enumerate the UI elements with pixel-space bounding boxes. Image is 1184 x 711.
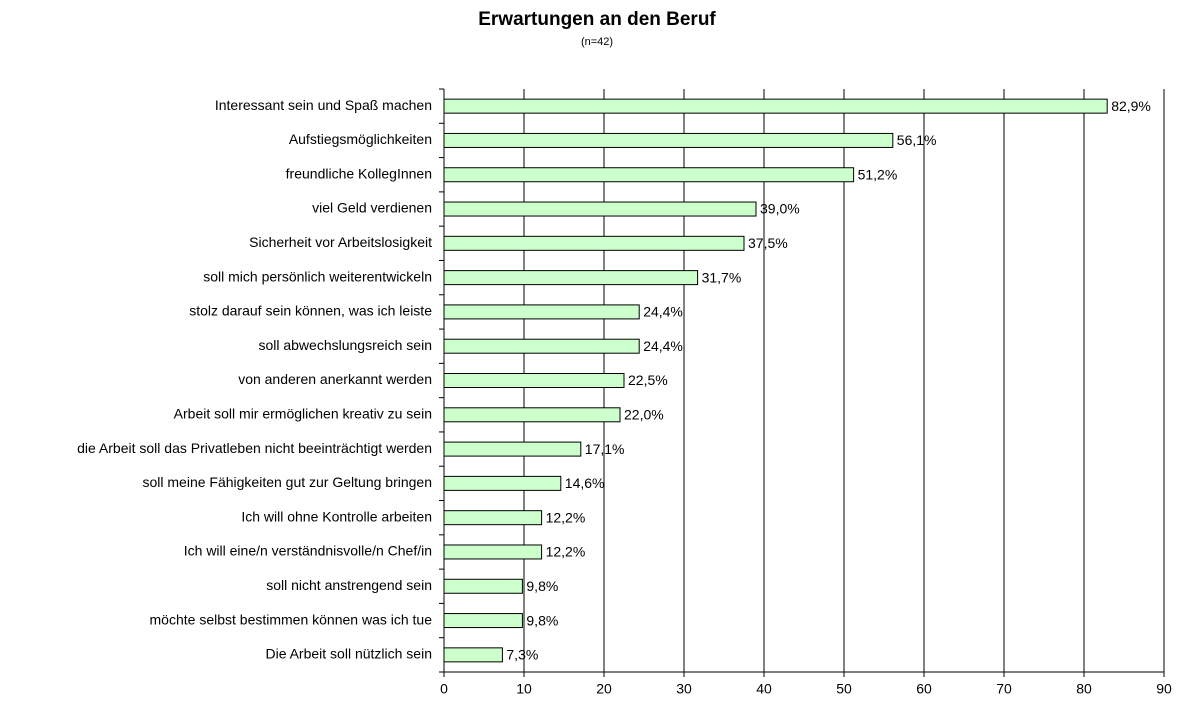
- x-tick-label: 90: [1156, 681, 1172, 697]
- bar: [443, 132, 894, 148]
- bar: [443, 578, 523, 594]
- x-tick-label: 60: [916, 681, 932, 697]
- bar: [443, 167, 855, 183]
- y-tick-label: möchte selbst bestimmen können was ich t…: [150, 611, 433, 627]
- value-label: 22,0%: [624, 406, 664, 422]
- x-tick-label: 10: [516, 681, 532, 697]
- bar: [443, 338, 640, 354]
- value-label: 14,6%: [565, 475, 605, 491]
- y-tick-label: stolz darauf sein können, was ich leiste: [189, 303, 432, 319]
- chart-title: Erwartungen an den Beruf: [478, 9, 716, 30]
- y-tick-label: viel Geld verdienen: [312, 200, 432, 216]
- x-tick-label: 20: [596, 681, 612, 697]
- value-label: 56,1%: [897, 132, 937, 148]
- value-label: 51,2%: [858, 166, 898, 182]
- x-tick-label: 30: [676, 681, 692, 697]
- y-tick-label: Aufstiegsmöglichkeiten: [289, 131, 432, 147]
- x-tick-label: 0: [440, 681, 448, 697]
- bar: [443, 98, 1108, 114]
- bar: [443, 613, 523, 629]
- value-label: 24,4%: [643, 338, 683, 354]
- bar: [443, 304, 640, 320]
- bar: [443, 647, 503, 663]
- value-label: 22,5%: [628, 372, 668, 388]
- y-tick-label: Arbeit soll mir ermöglichen kreativ zu s…: [174, 405, 432, 421]
- value-label: 9,8%: [526, 578, 558, 594]
- value-label: 17,1%: [585, 441, 625, 457]
- y-tick-label: soll nicht anstrengend sein: [266, 577, 432, 593]
- bar: [443, 441, 582, 457]
- chart-subtitle: (n=42): [581, 36, 613, 48]
- y-tick-label: von anderen anerkannt werden: [238, 371, 432, 387]
- y-tick-label: soll abwechslungsreich sein: [258, 337, 432, 353]
- y-tick-label: Die Arbeit soll nützlich sein: [265, 646, 432, 662]
- y-tick-label: Ich will eine/n verständnisvolle/n Chef/…: [184, 543, 432, 559]
- bar: [443, 373, 625, 388]
- bar: [443, 544, 543, 560]
- y-tick-label: Ich will ohne Kontrolle arbeiten: [241, 508, 432, 524]
- value-label: 31,7%: [702, 269, 742, 285]
- value-label: 7,3%: [506, 647, 538, 663]
- y-tick-label: freundliche KollegInnen: [286, 165, 432, 181]
- y-tick-label: die Arbeit soll das Privatleben nicht be…: [77, 440, 432, 456]
- y-tick-label: Sicherheit vor Arbeitslosigkeit: [249, 234, 432, 250]
- value-label: 82,9%: [1111, 98, 1151, 114]
- value-label: 12,2%: [546, 544, 586, 560]
- bar: [443, 407, 621, 423]
- x-tick-label: 40: [756, 681, 772, 697]
- bar: [443, 510, 543, 526]
- y-tick-label: Interessant sein und Spaß machen: [215, 97, 432, 113]
- x-tick-label: 50: [836, 681, 852, 697]
- value-label: 9,8%: [526, 612, 558, 628]
- value-label: 12,2%: [546, 509, 586, 525]
- bar: [443, 270, 699, 286]
- bar: [443, 201, 757, 217]
- y-tick-label: soll mich persönlich weiterentwickeln: [203, 268, 432, 284]
- y-tick-label: soll meine Fähigkeiten gut zur Geltung b…: [142, 474, 432, 490]
- value-label: 24,4%: [643, 304, 683, 320]
- value-label: 37,5%: [748, 235, 788, 251]
- bar: [443, 235, 745, 251]
- value-label: 39,0%: [760, 201, 800, 217]
- bar: [443, 475, 562, 491]
- x-tick-label: 70: [996, 681, 1012, 697]
- x-tick-label: 80: [1076, 681, 1092, 697]
